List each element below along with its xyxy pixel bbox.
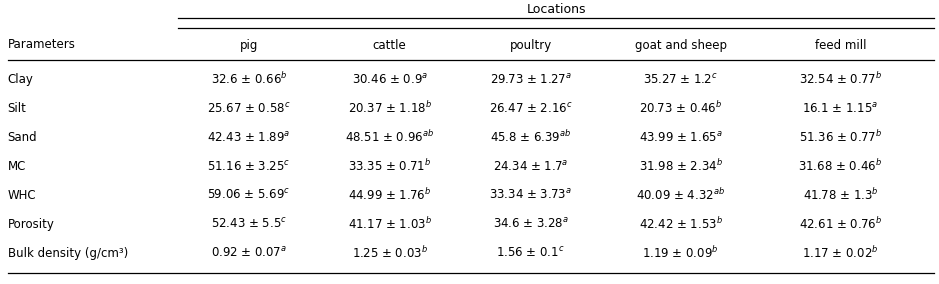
Text: 1.19 ± 0.09$^{b}$: 1.19 ± 0.09$^{b}$ bbox=[642, 245, 719, 261]
Text: 29.73 ± 1.27$^{a}$: 29.73 ± 1.27$^{a}$ bbox=[489, 72, 572, 87]
Text: 35.27 ± 1.2$^{c}$: 35.27 ± 1.2$^{c}$ bbox=[643, 72, 718, 87]
Text: 43.99 ± 1.65$^{a}$: 43.99 ± 1.65$^{a}$ bbox=[639, 130, 723, 145]
Text: Silt: Silt bbox=[8, 102, 26, 115]
Text: 44.99 ± 1.76$^{b}$: 44.99 ± 1.76$^{b}$ bbox=[348, 187, 431, 203]
Text: 59.06 ± 5.69$^{c}$: 59.06 ± 5.69$^{c}$ bbox=[208, 188, 290, 202]
Text: MC: MC bbox=[8, 160, 26, 173]
Text: cattle: cattle bbox=[373, 39, 407, 52]
Text: 33.35 ± 0.71$^{b}$: 33.35 ± 0.71$^{b}$ bbox=[348, 158, 431, 174]
Text: 31.98 ± 2.34$^{b}$: 31.98 ± 2.34$^{b}$ bbox=[639, 158, 723, 174]
Text: feed mill: feed mill bbox=[815, 39, 866, 52]
Text: poultry: poultry bbox=[510, 39, 551, 52]
Text: 1.56 ± 0.1$^{c}$: 1.56 ± 0.1$^{c}$ bbox=[496, 246, 565, 260]
Text: 34.6 ± 3.28$^{a}$: 34.6 ± 3.28$^{a}$ bbox=[493, 217, 568, 231]
Text: 0.92 ± 0.07$^{a}$: 0.92 ± 0.07$^{a}$ bbox=[211, 246, 286, 260]
Text: 16.1 ± 1.15$^{a}$: 16.1 ± 1.15$^{a}$ bbox=[802, 101, 879, 116]
Text: 42.43 ± 1.89$^{a}$: 42.43 ± 1.89$^{a}$ bbox=[208, 130, 290, 145]
Text: 20.73 ± 0.46$^{b}$: 20.73 ± 0.46$^{b}$ bbox=[639, 101, 722, 116]
Text: Parameters: Parameters bbox=[8, 37, 75, 51]
Text: 42.61 ± 0.76$^{b}$: 42.61 ± 0.76$^{b}$ bbox=[799, 216, 882, 232]
Text: 32.54 ± 0.77$^{b}$: 32.54 ± 0.77$^{b}$ bbox=[799, 72, 882, 87]
Text: 42.42 ± 1.53$^{b}$: 42.42 ± 1.53$^{b}$ bbox=[639, 216, 723, 232]
Text: 51.36 ± 0.77$^{b}$: 51.36 ± 0.77$^{b}$ bbox=[799, 130, 882, 145]
Text: Porosity: Porosity bbox=[8, 218, 54, 231]
Text: 45.8 ± 6.39$^{ab}$: 45.8 ± 6.39$^{ab}$ bbox=[490, 130, 571, 145]
Text: 41.17 ± 1.03$^{b}$: 41.17 ± 1.03$^{b}$ bbox=[347, 216, 432, 232]
Text: Bulk density (g/cm³): Bulk density (g/cm³) bbox=[8, 247, 128, 260]
Text: pig: pig bbox=[239, 39, 258, 52]
Text: 31.68 ± 0.46$^{b}$: 31.68 ± 0.46$^{b}$ bbox=[798, 158, 883, 174]
Text: 52.43 ± 5.5$^{c}$: 52.43 ± 5.5$^{c}$ bbox=[210, 217, 287, 231]
Text: Clay: Clay bbox=[8, 73, 34, 86]
Text: 48.51 ± 0.96$^{ab}$: 48.51 ± 0.96$^{ab}$ bbox=[346, 130, 434, 145]
Text: 26.47 ± 2.16$^{c}$: 26.47 ± 2.16$^{c}$ bbox=[488, 101, 573, 116]
Text: 32.6 ± 0.66$^{b}$: 32.6 ± 0.66$^{b}$ bbox=[210, 72, 287, 87]
Text: WHC: WHC bbox=[8, 189, 36, 202]
Text: 24.34 ± 1.7$^{a}$: 24.34 ± 1.7$^{a}$ bbox=[493, 159, 568, 174]
Text: 20.37 ± 1.18$^{b}$: 20.37 ± 1.18$^{b}$ bbox=[347, 101, 432, 116]
Text: 1.25 ± 0.03$^{b}$: 1.25 ± 0.03$^{b}$ bbox=[352, 245, 427, 261]
Text: 40.09 ± 4.32$^{ab}$: 40.09 ± 4.32$^{ab}$ bbox=[637, 187, 725, 203]
Text: 1.17 ± 0.02$^{b}$: 1.17 ± 0.02$^{b}$ bbox=[802, 245, 879, 261]
Text: Locations: Locations bbox=[527, 3, 586, 16]
Text: goat and sheep: goat and sheep bbox=[635, 39, 727, 52]
Text: 25.67 ± 0.58$^{c}$: 25.67 ± 0.58$^{c}$ bbox=[207, 101, 291, 116]
Text: 41.78 ± 1.3$^{b}$: 41.78 ± 1.3$^{b}$ bbox=[803, 187, 878, 203]
Text: Sand: Sand bbox=[8, 131, 38, 144]
Text: 51.16 ± 3.25$^{c}$: 51.16 ± 3.25$^{c}$ bbox=[208, 159, 290, 174]
Text: 30.46 ± 0.9$^{a}$: 30.46 ± 0.9$^{a}$ bbox=[351, 72, 428, 87]
Text: 33.34 ± 3.73$^{a}$: 33.34 ± 3.73$^{a}$ bbox=[489, 188, 572, 202]
